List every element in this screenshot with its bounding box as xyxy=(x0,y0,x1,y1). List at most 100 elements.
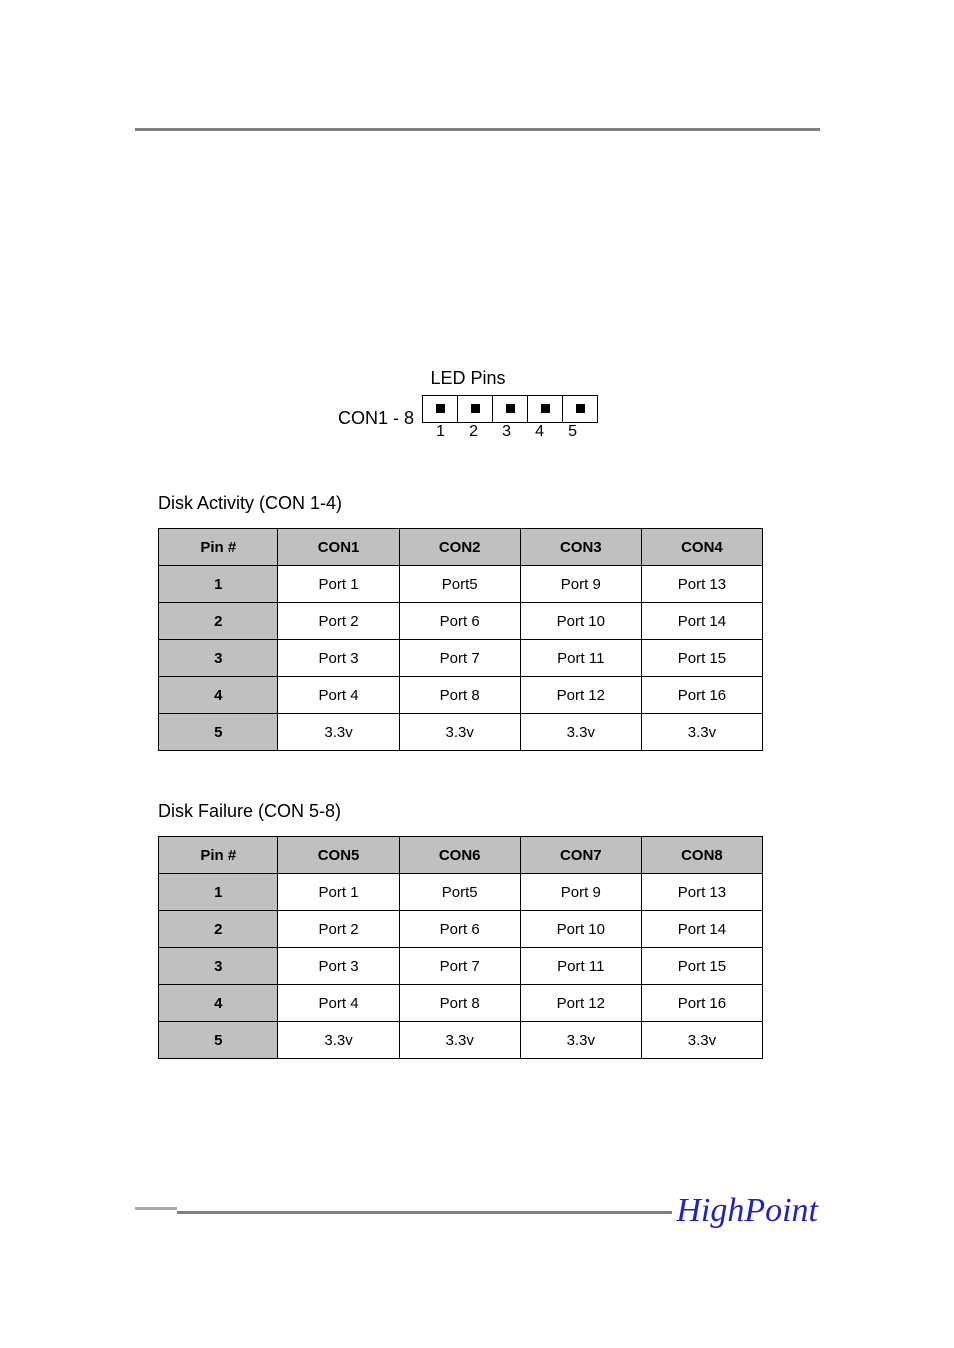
table-cell: Port 3 xyxy=(278,948,399,985)
table-cell: Port 16 xyxy=(641,677,762,714)
table-header-cell: CON4 xyxy=(641,529,762,566)
pin-number-cell: 2 xyxy=(159,911,278,948)
table-cell: Port 10 xyxy=(520,603,641,640)
led-pin-box xyxy=(528,396,563,423)
led-pins-column: 12345 xyxy=(422,395,598,441)
table-cell: Port 7 xyxy=(399,640,520,677)
table-cell: Port 4 xyxy=(278,677,399,714)
pin-number-cell: 2 xyxy=(159,603,278,640)
footer-rule-gap xyxy=(135,1211,177,1217)
table-cell: Port5 xyxy=(399,566,520,603)
table-header-cell: Pin # xyxy=(159,837,278,874)
table-cell: 3.3v xyxy=(520,714,641,751)
table-header-cell: CON1 xyxy=(278,529,399,566)
pin-square-icon xyxy=(436,404,445,413)
table-row: 1Port 1Port5Port 9Port 13 xyxy=(159,874,763,911)
table-cell: Port 6 xyxy=(399,911,520,948)
table-cell: Port 7 xyxy=(399,948,520,985)
table-cell: Port 2 xyxy=(278,911,399,948)
led-pin-number: 1 xyxy=(424,423,457,441)
table-row: 53.3v3.3v3.3v3.3v xyxy=(159,714,763,751)
table-header-cell: CON3 xyxy=(520,529,641,566)
table-cell: Port 4 xyxy=(278,985,399,1022)
pin-number-cell: 1 xyxy=(159,566,278,603)
led-pin-numbers: 12345 xyxy=(424,423,598,441)
pin-square-icon xyxy=(576,404,585,413)
footer-logo: HighPoint xyxy=(672,1192,822,1230)
table-row: 4Port 4Port 8Port 12Port 16 xyxy=(159,677,763,714)
failure-table: Pin #CON5CON6CON7CON81Port 1Port5Port 9P… xyxy=(158,836,763,1059)
table-header-cell: CON2 xyxy=(399,529,520,566)
led-pin-box xyxy=(458,396,493,423)
table-row: 3Port 3Port 7Port 11Port 15 xyxy=(159,948,763,985)
content-area: LED Pins CON1 - 8 12345 Disk Activity (C… xyxy=(158,368,778,1109)
table-cell: Port 6 xyxy=(399,603,520,640)
led-pins-row: CON1 - 8 12345 xyxy=(338,395,598,441)
table-row: 53.3v3.3v3.3v3.3v xyxy=(159,1022,763,1059)
table-cell: Port 9 xyxy=(520,566,641,603)
pin-number-cell: 4 xyxy=(159,677,278,714)
footer-left-stub xyxy=(135,1207,177,1210)
table-cell: Port 14 xyxy=(641,911,762,948)
table-cell: 3.3v xyxy=(399,1022,520,1059)
table-header-cell: CON6 xyxy=(399,837,520,874)
led-pin-box xyxy=(423,396,458,423)
table-cell: Port 8 xyxy=(399,985,520,1022)
led-pin-number: 4 xyxy=(523,423,556,441)
table-header-cell: Pin # xyxy=(159,529,278,566)
table-cell: 3.3v xyxy=(641,714,762,751)
failure-caption: Disk Failure (CON 5-8) xyxy=(158,801,778,822)
led-row-label: CON1 - 8 xyxy=(338,408,414,429)
table-cell: Port 13 xyxy=(641,566,762,603)
table-cell: Port 12 xyxy=(520,677,641,714)
table-cell: Port 1 xyxy=(278,874,399,911)
activity-caption: Disk Activity (CON 1-4) xyxy=(158,493,778,514)
table-cell: Port 15 xyxy=(641,640,762,677)
table-cell: Port 2 xyxy=(278,603,399,640)
table-row: 3Port 3Port 7Port 11Port 15 xyxy=(159,640,763,677)
table-cell: 3.3v xyxy=(399,714,520,751)
table-header-cell: CON8 xyxy=(641,837,762,874)
pin-number-cell: 4 xyxy=(159,985,278,1022)
pin-number-cell: 3 xyxy=(159,948,278,985)
pin-number-cell: 3 xyxy=(159,640,278,677)
top-rule xyxy=(135,128,820,131)
led-pin-number: 5 xyxy=(556,423,589,441)
activity-table: Pin #CON1CON2CON3CON41Port 1Port5Port 9P… xyxy=(158,528,763,751)
table-row: 2Port 2Port 6Port 10Port 14 xyxy=(159,603,763,640)
table-cell: 3.3v xyxy=(278,1022,399,1059)
table-cell: Port 16 xyxy=(641,985,762,1022)
pin-number-cell: 5 xyxy=(159,714,278,751)
led-pin-box xyxy=(563,396,598,423)
led-pin-box xyxy=(493,396,528,423)
table-cell: Port 14 xyxy=(641,603,762,640)
table-cell: Port 8 xyxy=(399,677,520,714)
table-row: 2Port 2Port 6Port 10Port 14 xyxy=(159,911,763,948)
table-cell: Port 12 xyxy=(520,985,641,1022)
pin-square-icon xyxy=(541,404,550,413)
pin-number-cell: 1 xyxy=(159,874,278,911)
table-header-cell: CON7 xyxy=(520,837,641,874)
table-row: 1Port 1Port5Port 9Port 13 xyxy=(159,566,763,603)
pin-number-cell: 5 xyxy=(159,1022,278,1059)
led-pin-number: 2 xyxy=(457,423,490,441)
table-cell: Port 9 xyxy=(520,874,641,911)
table-cell: 3.3v xyxy=(520,1022,641,1059)
led-pins-title: LED Pins xyxy=(430,368,505,389)
table-header-cell: CON5 xyxy=(278,837,399,874)
table-cell: Port 1 xyxy=(278,566,399,603)
pin-square-icon xyxy=(506,404,515,413)
pin-square-icon xyxy=(471,404,480,413)
table-row: 4Port 4Port 8Port 12Port 16 xyxy=(159,985,763,1022)
led-pin-boxes xyxy=(422,395,598,423)
table-cell: Port5 xyxy=(399,874,520,911)
table-cell: 3.3v xyxy=(641,1022,762,1059)
table-cell: Port 10 xyxy=(520,911,641,948)
table-cell: Port 11 xyxy=(520,948,641,985)
table-cell: Port 15 xyxy=(641,948,762,985)
table-cell: Port 3 xyxy=(278,640,399,677)
led-pins-diagram: LED Pins CON1 - 8 12345 xyxy=(158,368,778,441)
led-pin-number: 3 xyxy=(490,423,523,441)
table-cell: Port 13 xyxy=(641,874,762,911)
table-cell: 3.3v xyxy=(278,714,399,751)
